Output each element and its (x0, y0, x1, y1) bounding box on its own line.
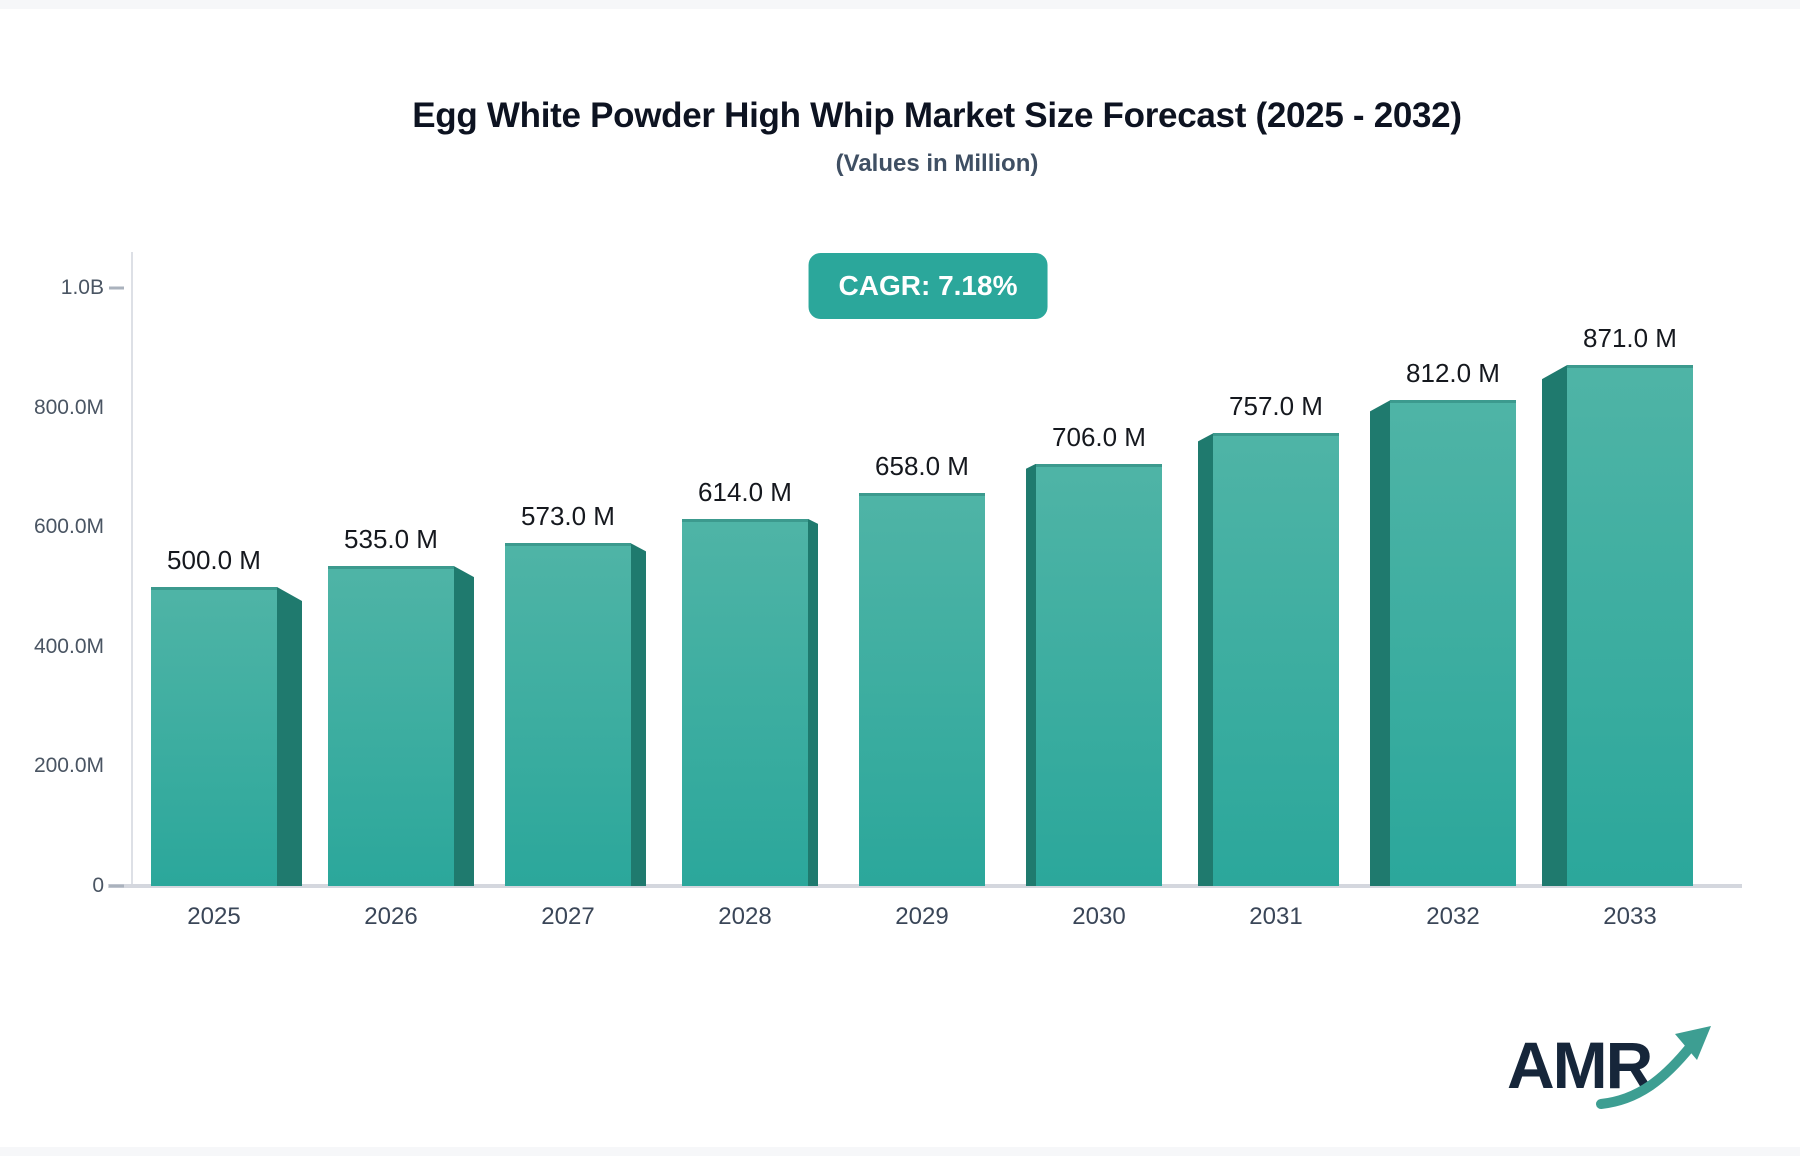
bottom-edge-strip (0, 1147, 1800, 1156)
bar-value-label: 871.0 M (1583, 323, 1677, 354)
cagr-badge: CAGR: 7.18% (808, 253, 1048, 319)
bar-side-face (808, 518, 818, 886)
y-axis-line (131, 252, 133, 886)
bar-value-label: 757.0 M (1229, 391, 1323, 422)
bar (1567, 365, 1693, 886)
y-axis-tick-label: 600.0M (33, 515, 104, 539)
bar-value-label: 706.0 M (1052, 421, 1146, 452)
x-axis-line (108, 884, 1742, 888)
chart-subtitle: (Values in Million) (835, 150, 1039, 177)
bar (151, 587, 277, 886)
y-axis-tick-label: 0 (92, 874, 104, 897)
y-axis-tick-label: 1.0B (60, 276, 104, 299)
x-axis-category-label: 2027 (541, 903, 595, 930)
x-axis-category-label: 2033 (1603, 903, 1657, 930)
top-edge-strip (0, 0, 1800, 9)
y-axis-tick-label: 800.0M (33, 395, 104, 419)
bar-side-face (1026, 463, 1036, 886)
chart-title: Egg White Powder High Whip Market Size F… (412, 96, 1462, 135)
x-axis-category-label: 2025 (187, 903, 241, 930)
x-axis-category-label: 2028 (718, 903, 772, 930)
y-axis-tick-label: 200.0M (33, 754, 104, 778)
y-axis-tick-mark (109, 286, 124, 290)
bar (1036, 463, 1162, 886)
x-axis-category-label: 2031 (1249, 903, 1303, 930)
bar-side-face (631, 543, 646, 886)
bar (505, 543, 631, 886)
trend-up-arrowhead (1675, 1026, 1711, 1060)
y-axis-tick-mark (109, 884, 124, 888)
bar (682, 518, 808, 886)
bar-side-face (1370, 400, 1390, 886)
bar-side-face (1542, 365, 1567, 886)
y-axis-tick-label: 400.0M (33, 634, 104, 658)
cagr-badge-label: CAGR: 7.18% (838, 270, 1018, 301)
bar (1390, 400, 1516, 886)
amr-logo-text: AMR (1507, 1028, 1653, 1102)
bar (859, 492, 985, 886)
x-axis-category-label: 2026 (364, 903, 418, 930)
x-axis-category-label: 2029 (895, 903, 949, 930)
bar-value-label: 573.0 M (521, 501, 615, 532)
bar (328, 566, 454, 886)
bar (1213, 433, 1339, 886)
bar-value-label: 535.0 M (344, 524, 438, 555)
bar-side-face (454, 566, 474, 886)
x-axis-category-label: 2030 (1072, 903, 1126, 930)
trend-up-arrow-icon (1596, 1041, 1696, 1109)
bar-side-face (1198, 433, 1213, 886)
bar-value-label: 658.0 M (875, 450, 969, 481)
bar-value-label: 812.0 M (1406, 358, 1500, 389)
amr-logo: AMR (1507, 1026, 1711, 1109)
bar-value-label: 614.0 M (698, 476, 792, 507)
x-axis-category-label: 2032 (1426, 903, 1480, 930)
bar-side-face (277, 587, 302, 886)
bar-value-label: 500.0 M (167, 545, 261, 575)
